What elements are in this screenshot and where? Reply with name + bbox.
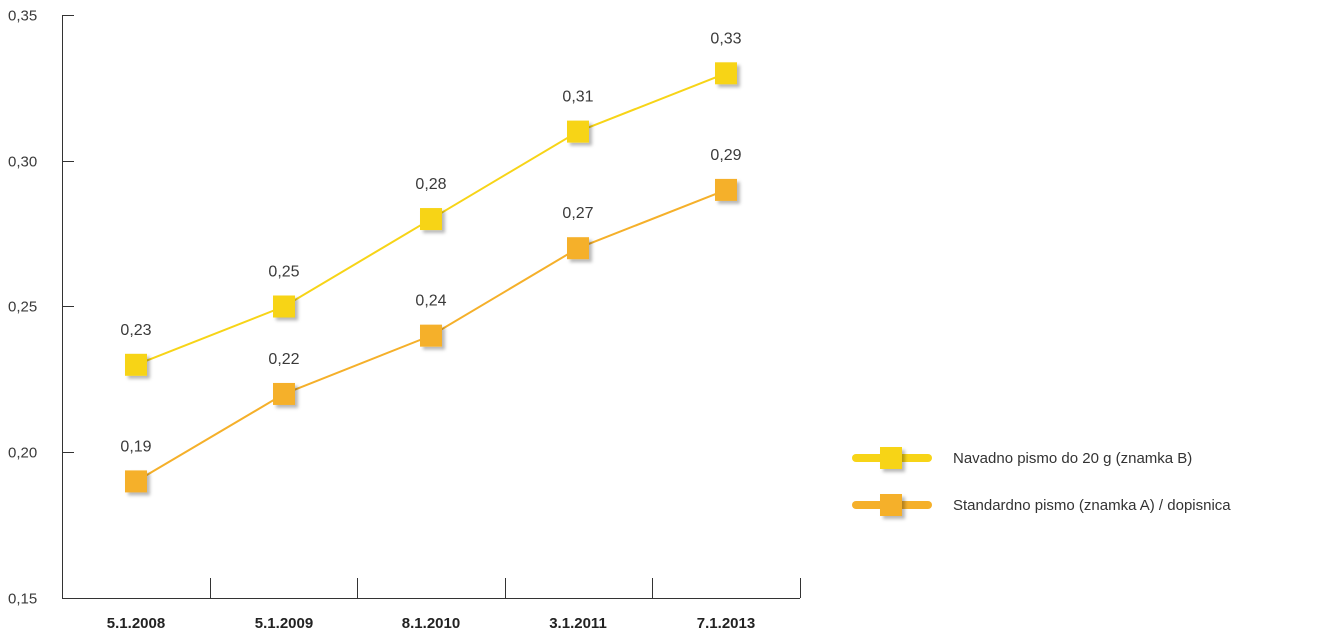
data-point-marker [715,178,737,201]
data-label: 0,33 [710,30,741,47]
x-tick-label: 5.1.2008 [107,615,165,631]
data-point-marker [715,62,737,85]
data-label: 0,31 [562,89,593,106]
x-tick-label: 8.1.2010 [402,615,460,631]
legend-marker-swatch [880,447,902,469]
x-ticks: 5.1.2008 5.1.2009 8.1.2010 3.1.2011 7.1.2013 [107,578,801,631]
data-point-marker [125,470,147,493]
data-point-marker [567,120,589,143]
y-tick-label: 0,15 [8,591,37,608]
data-label: 0,27 [562,205,593,222]
data-label: 0,28 [415,176,446,193]
y-tick-label: 0,25 [8,299,37,316]
data-label: 0,23 [120,322,151,339]
x-tick-label: 3.1.2011 [549,615,607,631]
data-point-marker [273,295,295,318]
legend-label: Standardno pismo (znamka A) / dopisnica [953,497,1231,514]
data-label: 0,25 [268,264,299,281]
data-label: 0,22 [268,351,299,368]
y-ticks: 0,15 0,20 0,25 0,30 0,35 [8,8,74,608]
y-tick-label: 0,20 [8,445,37,462]
data-point-marker [273,382,295,405]
y-tick-label: 0,35 [8,8,37,25]
legend-marker-swatch [880,494,902,516]
data-label: 0,19 [120,438,151,455]
y-tick-label: 0,30 [8,154,37,171]
data-point-marker [567,237,589,260]
x-tick-label: 7.1.2013 [697,615,755,631]
data-point-marker [420,324,442,347]
legend: Navadno pismo do 20 g (znamka B) Standard… [852,447,1231,516]
data-point-marker [125,353,147,376]
series-lines [135,72,727,483]
data-labels: 0,23 0,25 0,28 0,31 0,33 0,19 0,22 0,24 0,27 0,29 [120,30,741,455]
series-markers [125,62,737,493]
x-tick-label: 5.1.2009 [255,615,313,631]
data-label: 0,29 [710,147,741,164]
data-point-marker [420,208,442,231]
legend-label: Navadno pismo do 20 g (znamka B) [953,450,1192,467]
data-label: 0,24 [415,293,446,310]
